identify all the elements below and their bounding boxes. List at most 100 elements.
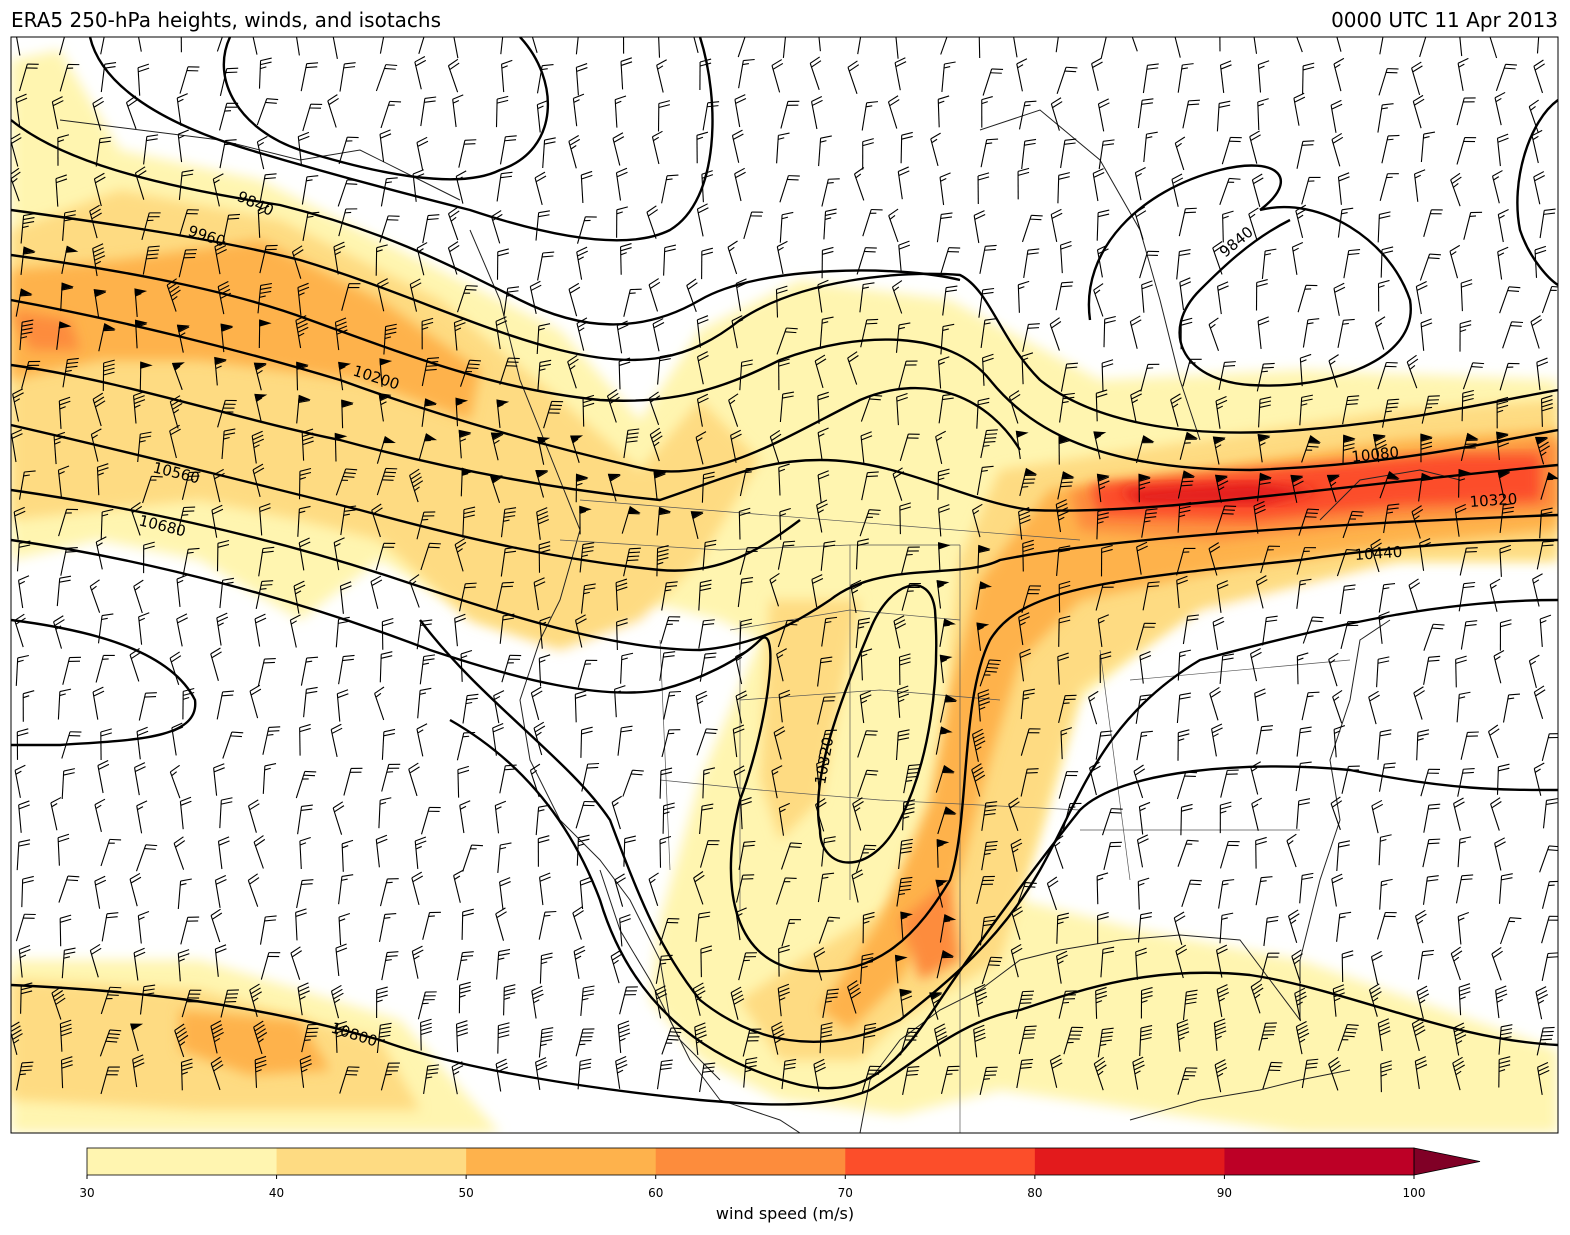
wind-barb: [623, 835, 636, 867]
wind-barb: [257, 657, 276, 687]
wind-barb: [58, 396, 71, 429]
wind-barb: [1541, 880, 1558, 909]
wind-barb: [616, 206, 628, 238]
wind-barb: [1127, 37, 1138, 52]
wind-barb: [101, 912, 119, 942]
wind-barb: [50, 797, 62, 831]
wind-barb: [821, 616, 838, 647]
wind-barb: [1423, 209, 1443, 237]
wind-barb: [1179, 431, 1198, 460]
wind-barb: [1376, 911, 1397, 940]
wind-barb: [817, 427, 829, 461]
wind-barb: [371, 503, 383, 538]
wind-barb: [259, 173, 277, 203]
wind-barb: [615, 578, 628, 611]
wind-barb: [1140, 363, 1160, 392]
wind-barb: [1420, 318, 1433, 351]
wind-barb: [735, 690, 748, 724]
colorbar-segment: [655, 1148, 846, 1175]
wind-barb: [1056, 950, 1068, 984]
wind-barb: [891, 280, 903, 314]
wind-barb: [699, 840, 720, 868]
wind-barb: [376, 435, 396, 464]
wind-barb: [380, 177, 398, 207]
wind-barb: [1020, 688, 1036, 720]
wind-barb: [134, 288, 148, 317]
wind-barb: [414, 56, 427, 90]
wind-barb: [1499, 544, 1512, 577]
wind-barb: [1458, 37, 1463, 57]
wind-barb: [378, 393, 392, 422]
colorbar-tick-label: 90: [1216, 1186, 1233, 1200]
wind-barb: [333, 537, 345, 571]
wind-barb: [217, 836, 230, 870]
wind-barb: [341, 399, 354, 429]
wind-barb: [1016, 58, 1028, 92]
wind-barb: [216, 612, 229, 646]
wind-barb: [614, 685, 626, 718]
wind-barb: [15, 654, 29, 686]
wind-barb: [735, 278, 748, 312]
wind-barb: [1018, 100, 1037, 130]
wind-barb: [1328, 652, 1339, 687]
wind-barb: [381, 728, 396, 760]
wind-barb: [499, 613, 515, 644]
wind-barb: [1137, 912, 1153, 943]
wind-barb: [982, 353, 994, 386]
wind-barb: [1058, 990, 1077, 1019]
wind-barb: [100, 37, 107, 55]
wind-barb: [1136, 730, 1153, 761]
wind-barb: [1413, 169, 1426, 202]
wind-barb: [1057, 652, 1069, 685]
wind-barb: [411, 871, 424, 906]
wind-barb: [1541, 952, 1558, 982]
wind-barb: [888, 208, 899, 243]
wind-barb: [618, 357, 631, 390]
wind-barb: [1101, 359, 1114, 392]
wind-barb: [89, 943, 102, 978]
wind-barb: [980, 318, 997, 348]
wind-barb: [937, 806, 957, 835]
wind-barb: [1302, 318, 1320, 348]
wind-barb: [775, 285, 788, 318]
wind-barb: [1491, 170, 1503, 204]
wind-barb: [662, 802, 675, 834]
wind-barb: [575, 614, 587, 648]
wind-barb: [327, 94, 339, 128]
wind-barb: [543, 400, 564, 429]
wind-barb: [302, 211, 320, 241]
wind-barb: [661, 1027, 683, 1055]
wind-barb: [57, 134, 70, 166]
wind-barb: [173, 836, 186, 870]
wind-barb: [1423, 803, 1441, 833]
wind-barb: [659, 918, 680, 946]
wind-barb: [777, 540, 796, 570]
wind-barb: [1139, 1024, 1153, 1057]
wind-barb: [51, 986, 66, 1020]
wind-barb: [495, 316, 508, 350]
wind-barb: [976, 622, 990, 651]
wind-barb: [779, 391, 795, 423]
wind-barb: [61, 731, 82, 759]
wind-barb: [1287, 909, 1300, 943]
wind-barb: [462, 693, 479, 724]
wind-barb: [649, 427, 663, 462]
wind-barb: [1539, 845, 1558, 873]
wind-barb: [531, 985, 544, 1019]
wind-barb: [57, 465, 70, 499]
wind-barb: [420, 542, 441, 571]
wind-barb: [1129, 315, 1142, 349]
wind-barb: [1056, 545, 1071, 576]
wind-barb: [580, 583, 596, 614]
wind-barb: [935, 879, 949, 908]
colorbar-segment: [466, 1148, 657, 1175]
wind-barb: [1539, 507, 1553, 539]
wind-barb: [823, 208, 837, 240]
wind-barb: [138, 692, 157, 721]
wind-barb: [778, 944, 790, 977]
wind-barb: [293, 580, 306, 614]
wind-barb: [171, 722, 184, 756]
wind-barb: [376, 1022, 392, 1054]
wind-barb: [334, 317, 348, 351]
wind-barb: [893, 615, 907, 649]
